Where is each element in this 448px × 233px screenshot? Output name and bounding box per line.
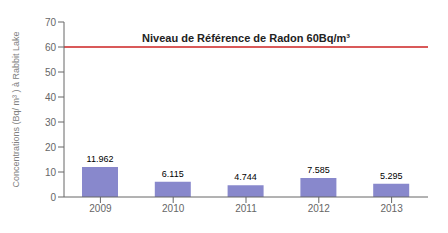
svg-text:7.585: 7.585 xyxy=(307,165,330,175)
svg-text:Niveau de Référence de Radon 6: Niveau de Référence de Radon 60Bq/m³ xyxy=(142,32,350,44)
svg-text:10: 10 xyxy=(45,167,57,178)
svg-text:2012: 2012 xyxy=(308,203,331,214)
svg-text:5.295: 5.295 xyxy=(380,171,403,181)
svg-text:2011: 2011 xyxy=(235,203,257,214)
svg-text:50: 50 xyxy=(45,67,57,78)
svg-text:2009: 2009 xyxy=(89,203,112,214)
svg-text:20: 20 xyxy=(45,142,57,153)
svg-text:2013: 2013 xyxy=(380,203,403,214)
svg-text:0: 0 xyxy=(50,192,56,203)
svg-text:Concentrations (Bq/ m³ ) à Rab: Concentrations (Bq/ m³ ) à Rabbit Lake xyxy=(11,31,21,187)
svg-text:2010: 2010 xyxy=(162,203,185,214)
svg-text:40: 40 xyxy=(45,92,57,103)
svg-text:11.962: 11.962 xyxy=(87,154,114,164)
svg-text:70: 70 xyxy=(45,17,57,28)
svg-text:4.744: 4.744 xyxy=(234,172,257,182)
svg-text:30: 30 xyxy=(45,117,57,128)
svg-text:60: 60 xyxy=(45,42,57,53)
svg-text:6.115: 6.115 xyxy=(162,169,184,179)
